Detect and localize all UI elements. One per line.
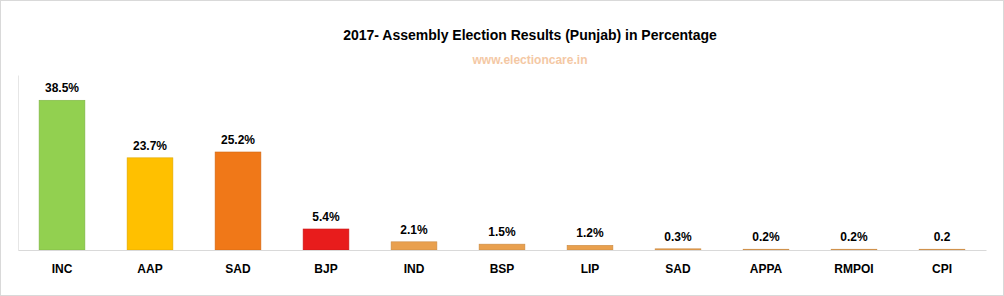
x-tick: CPI xyxy=(932,250,952,276)
data-label: 0.2 xyxy=(934,230,951,244)
x-tick: BSP xyxy=(490,250,515,276)
x-tick: IND xyxy=(404,250,425,276)
bar xyxy=(127,158,173,250)
x-tick-label: IND xyxy=(404,262,425,276)
y-axis-line xyxy=(18,76,19,251)
subtitle: www.electioncare.in xyxy=(472,53,588,67)
x-tick-label: SAD xyxy=(225,262,251,276)
data-label: 1.2% xyxy=(576,226,604,240)
x-tick-label: RMPOI xyxy=(834,262,873,276)
x-tick-label: BSP xyxy=(490,262,515,276)
bar xyxy=(567,245,613,250)
chart-frame xyxy=(1,1,1004,296)
bar xyxy=(479,244,525,250)
data-label: 1.5% xyxy=(488,225,516,239)
bar xyxy=(743,249,789,250)
x-tick: AAP xyxy=(137,250,162,276)
x-tick: INC xyxy=(52,250,73,276)
x-axis: INC AAP SAD BJP IND BSP LIP SAD APPA RMPOI CPI xyxy=(19,250,987,276)
x-axis-line xyxy=(19,250,987,251)
x-tick-label: INC xyxy=(52,262,73,276)
bar xyxy=(39,100,85,250)
data-label: 38.5% xyxy=(45,81,79,95)
x-tick: SAD xyxy=(665,250,691,276)
title: 2017- Assembly Election Results (Punjab)… xyxy=(343,27,717,43)
bars xyxy=(39,100,965,250)
data-label: 0.3% xyxy=(664,230,692,244)
data-label: 23.7% xyxy=(133,139,167,153)
y-axis xyxy=(18,76,19,251)
bar xyxy=(303,229,349,250)
data-label: 0.2% xyxy=(752,230,780,244)
data-labels: 38.5% 23.7% 25.2% 5.4% 2.1% 1.5% 1.2% 0.3% 0.2% 0… xyxy=(45,81,951,244)
bar xyxy=(831,249,877,250)
data-label: 25.2% xyxy=(221,133,255,147)
bar xyxy=(919,249,965,250)
x-tick-label: SAD xyxy=(665,262,691,276)
x-tick: BJP xyxy=(314,250,337,276)
x-tick-label: CPI xyxy=(932,262,952,276)
data-label: 0.2% xyxy=(840,230,868,244)
x-tick: SAD xyxy=(225,250,251,276)
x-tick-label: APPA xyxy=(750,262,783,276)
chart: INC AAP SAD BJP IND BSP LIP SAD APPA RMPOI CPI 38.5… xyxy=(0,0,1004,296)
bar xyxy=(655,249,701,250)
x-tick: RMPOI xyxy=(834,250,873,276)
bar xyxy=(215,152,261,250)
data-label: 2.1% xyxy=(400,223,428,237)
bar xyxy=(391,242,437,250)
plot: INC AAP SAD BJP IND BSP LIP SAD APPA RMPOI CPI 38.5… xyxy=(19,76,987,276)
x-tick-label: AAP xyxy=(137,262,162,276)
x-tick: APPA xyxy=(750,250,783,276)
x-tick-label: BJP xyxy=(314,262,337,276)
data-label: 5.4% xyxy=(312,210,340,224)
x-tick: LIP xyxy=(581,250,600,276)
x-tick-label: LIP xyxy=(581,262,600,276)
